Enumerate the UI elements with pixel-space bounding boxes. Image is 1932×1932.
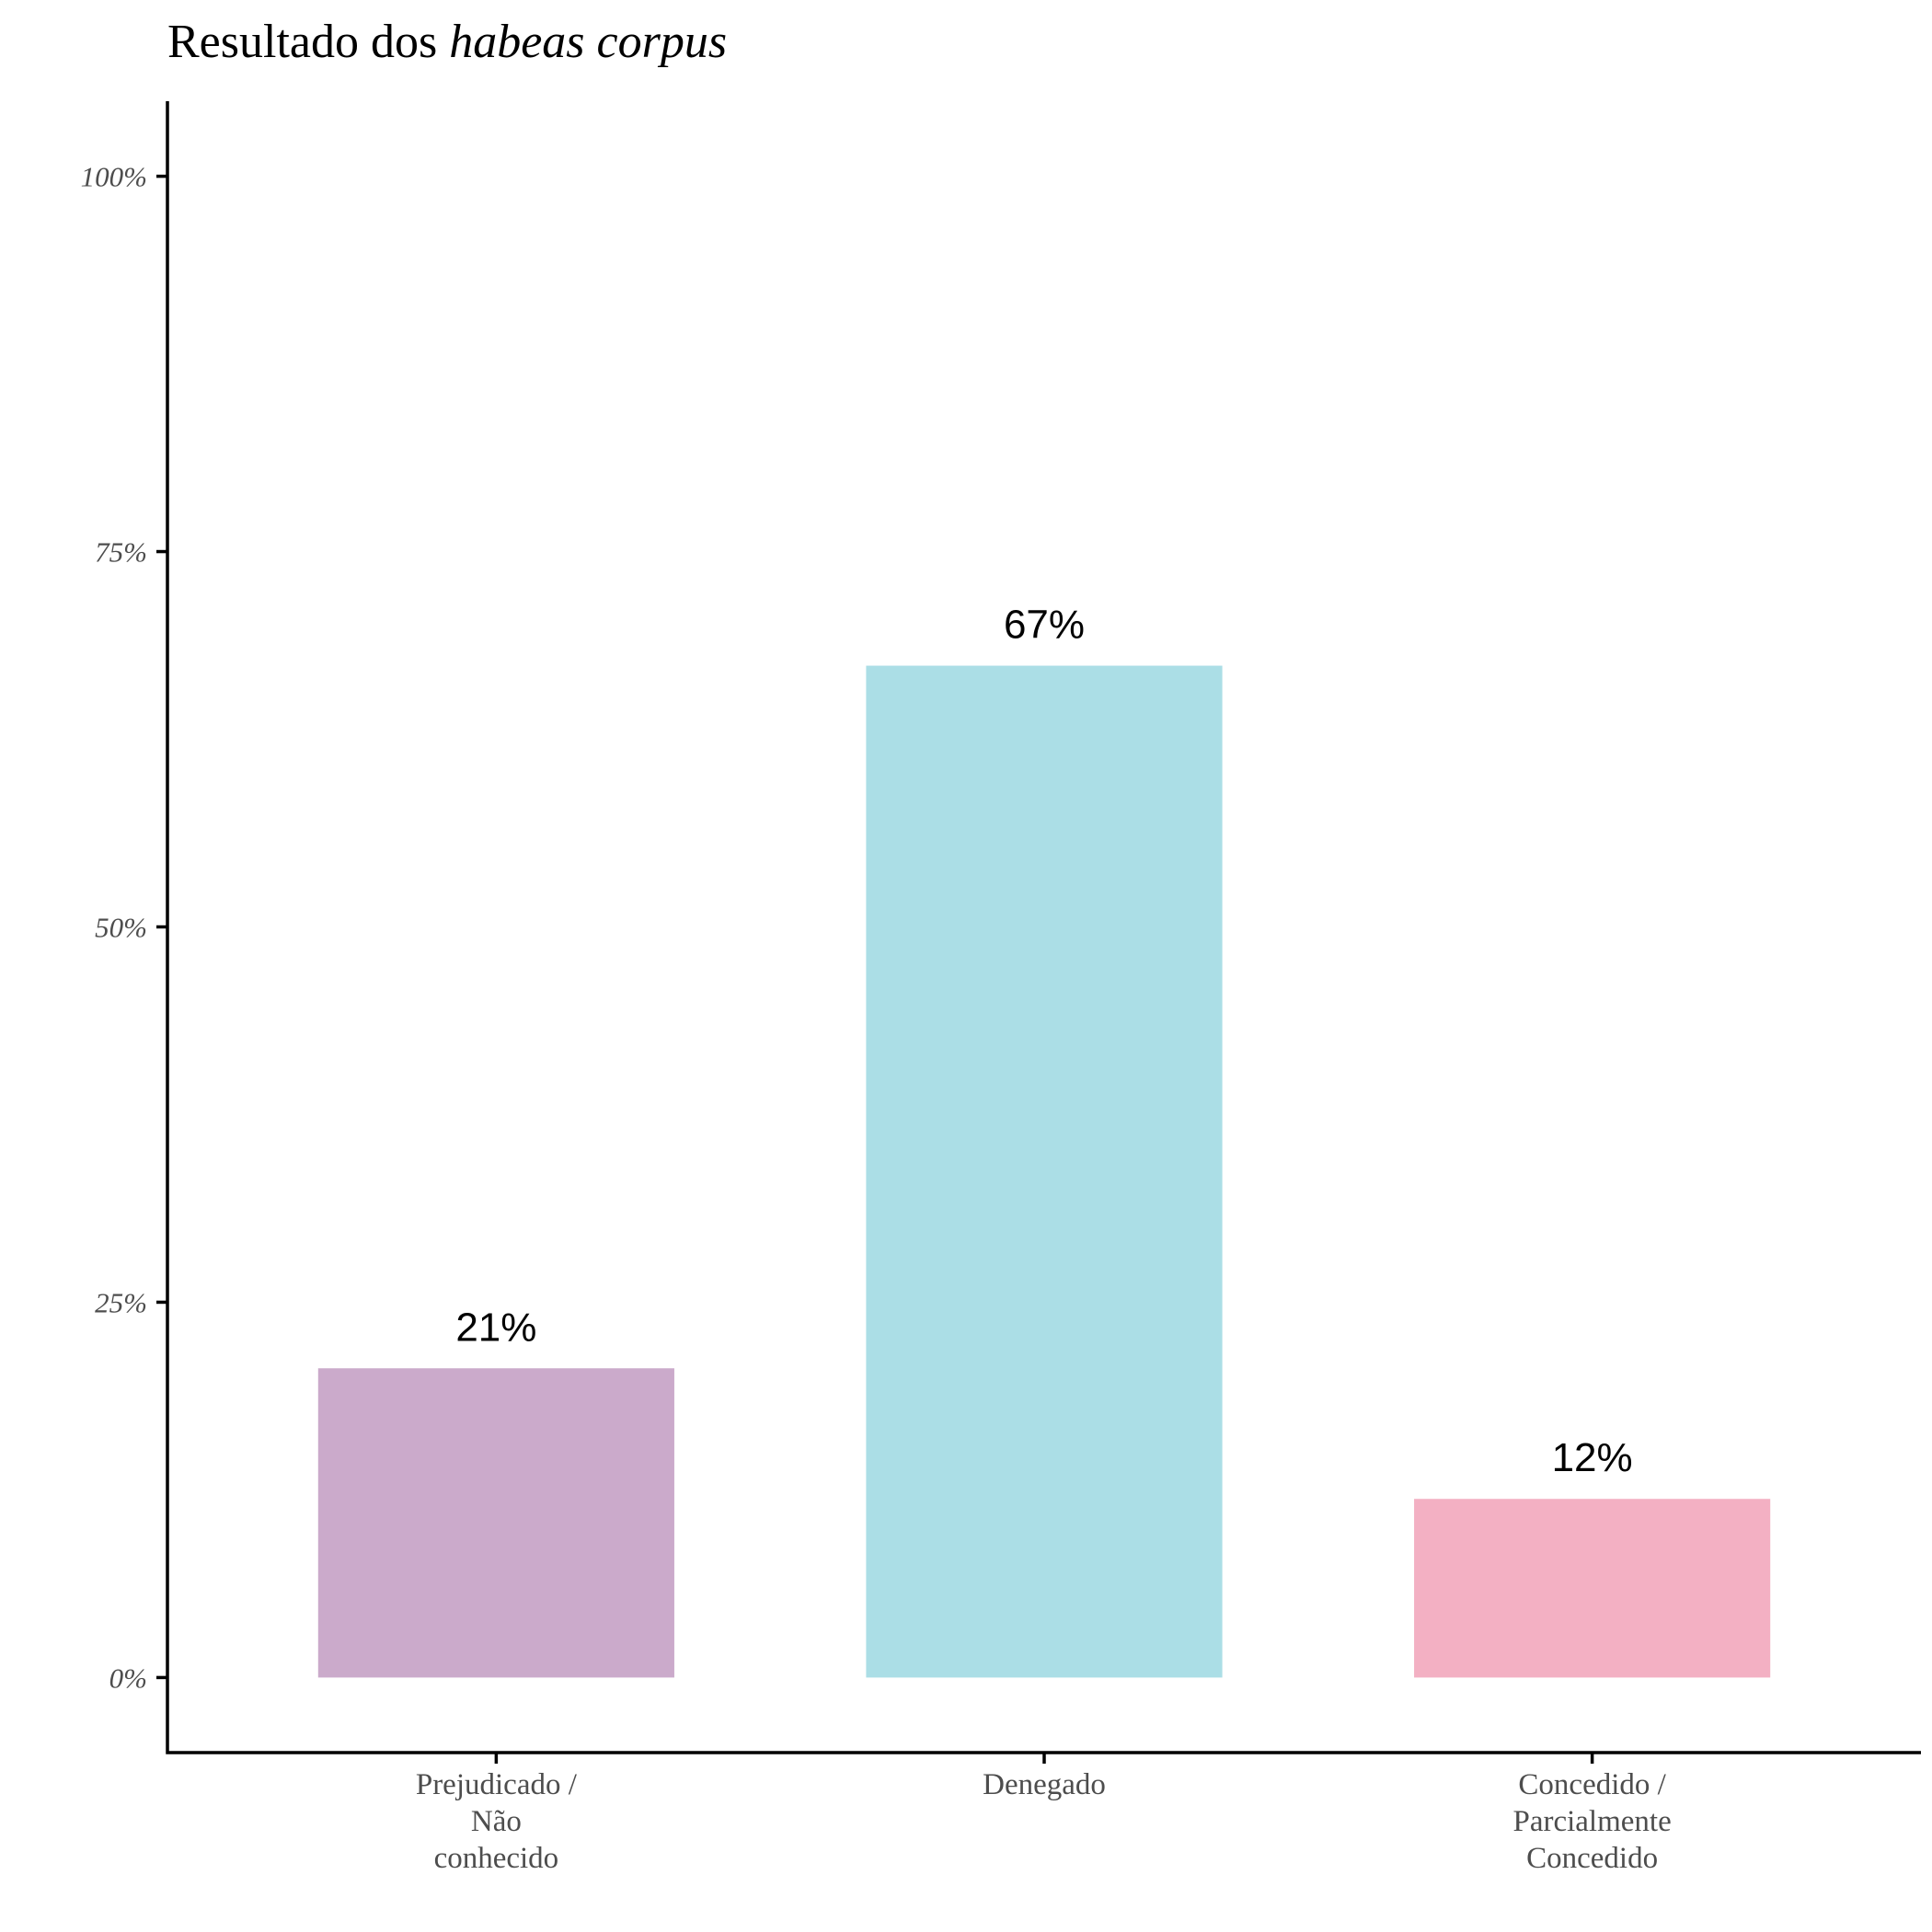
x-axis-category-label-line: Concedido / — [1518, 1768, 1666, 1801]
y-axis-tick-label: 25% — [95, 1286, 147, 1318]
y-axis-tick-label: 50% — [95, 912, 147, 944]
bar — [317, 1368, 674, 1678]
axes-frame — [166, 101, 1921, 1754]
chart-title-italic: habeas corpus — [449, 16, 727, 68]
bar-data-label: 12% — [1552, 1435, 1633, 1480]
bar-data-label: 21% — [455, 1305, 536, 1350]
chart-title-plain: Resultado dos — [167, 16, 449, 68]
x-axis-category-label-line: Parcialmente — [1512, 1805, 1671, 1838]
x-axis-category-label-line: Denegado — [983, 1768, 1106, 1801]
x-axis-category-label: Denegado — [983, 1768, 1106, 1801]
x-axis-category-label: Concedido / Parcialmente Concedido — [1512, 1768, 1671, 1875]
bar — [1414, 1499, 1771, 1678]
bar-data-label: 67% — [1004, 603, 1085, 648]
y-axis-tick-label: 75% — [95, 536, 147, 569]
x-axis-category-label-line: Não — [471, 1805, 522, 1838]
plot-area: 0% 25% 50% 75% 100% 21% Prejudicado / Não conhec… — [81, 161, 1771, 1875]
y-axis-tick-label: 100% — [81, 161, 147, 193]
x-axis-category-label-line: Prejudicado / — [416, 1768, 578, 1801]
chart-title: Resultado dos habeas corpus — [167, 16, 727, 68]
x-axis-category-label-line: Concedido — [1526, 1842, 1658, 1875]
y-axis-tick-label: 0% — [109, 1662, 147, 1694]
bar — [866, 665, 1223, 1678]
x-axis-category-label: Prejudicado / Não conhecido — [416, 1768, 578, 1875]
x-axis-category-label-line: conhecido — [434, 1842, 559, 1875]
